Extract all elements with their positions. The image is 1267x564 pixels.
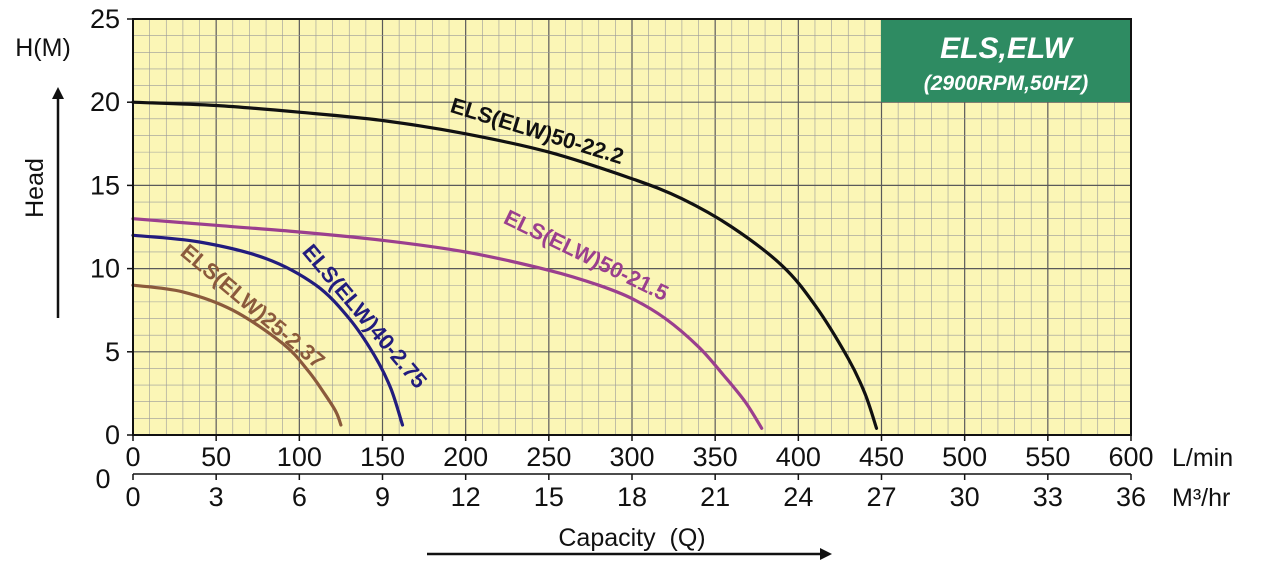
y-tick-label: 5 (105, 337, 120, 367)
series (131, 100, 879, 430)
y-tick-label: 15 (90, 170, 120, 200)
x-tick-label: 150 (360, 442, 405, 472)
chart-subtitle: (2900RPM,50HZ) (924, 72, 1089, 95)
secondary-axis-zero: 0 (95, 464, 110, 494)
x-axis-title: Capacity (Q) (558, 524, 705, 552)
x-tick-label: 400 (776, 442, 821, 472)
chart-title: ELS,ELW (940, 32, 1074, 65)
x-tick-label: 300 (609, 442, 654, 472)
x2-tick-label: 18 (617, 482, 647, 512)
x-unit-primary: L/min (1172, 444, 1233, 472)
x2-tick-label: 6 (292, 482, 307, 512)
x2-tick-label: 12 (451, 482, 481, 512)
x2-tick-label: 36 (1116, 482, 1146, 512)
title-badge: ELS,ELW (2900RPM,50HZ) (881, 20, 1130, 102)
title-badge-box (881, 20, 1130, 102)
x2-tick-label: 15 (534, 482, 564, 512)
x2-tick-label: 3 (209, 482, 224, 512)
series-line-3 (131, 233, 405, 427)
x-tick-label: 350 (693, 442, 738, 472)
y-tick-label: 0 (105, 420, 120, 450)
x2-tick-label: 33 (1033, 482, 1063, 512)
x2-tick-label: 27 (866, 482, 896, 512)
x-tick-label: 200 (443, 442, 488, 472)
y-unit-label: H(M) (15, 34, 71, 62)
x-tick-label: 50 (201, 442, 231, 472)
x-tick-label: 450 (859, 442, 904, 472)
series-line-1 (131, 100, 879, 430)
y-axis-title: Head (21, 158, 49, 218)
y-tick-label: 20 (90, 87, 120, 117)
y-tick-label: 10 (90, 254, 120, 284)
x2-tick-label: 30 (950, 482, 980, 512)
x-tick-label: 550 (1025, 442, 1070, 472)
x-tick-label: 600 (1108, 442, 1153, 472)
x-tick-label: 500 (942, 442, 987, 472)
x-tick-label: 0 (125, 442, 140, 472)
x-tick-label: 250 (526, 442, 571, 472)
x-tick-label: 100 (277, 442, 322, 472)
x2-tick-label: 9 (375, 482, 390, 512)
x-unit-secondary: M³/hr (1172, 484, 1230, 512)
series-line-2 (131, 217, 764, 430)
series-line-4 (131, 283, 343, 427)
x2-tick-label: 0 (125, 482, 140, 512)
x2-tick-label: 24 (783, 482, 813, 512)
x2-tick-label: 21 (700, 482, 730, 512)
y-tick-label: 25 (90, 4, 120, 34)
